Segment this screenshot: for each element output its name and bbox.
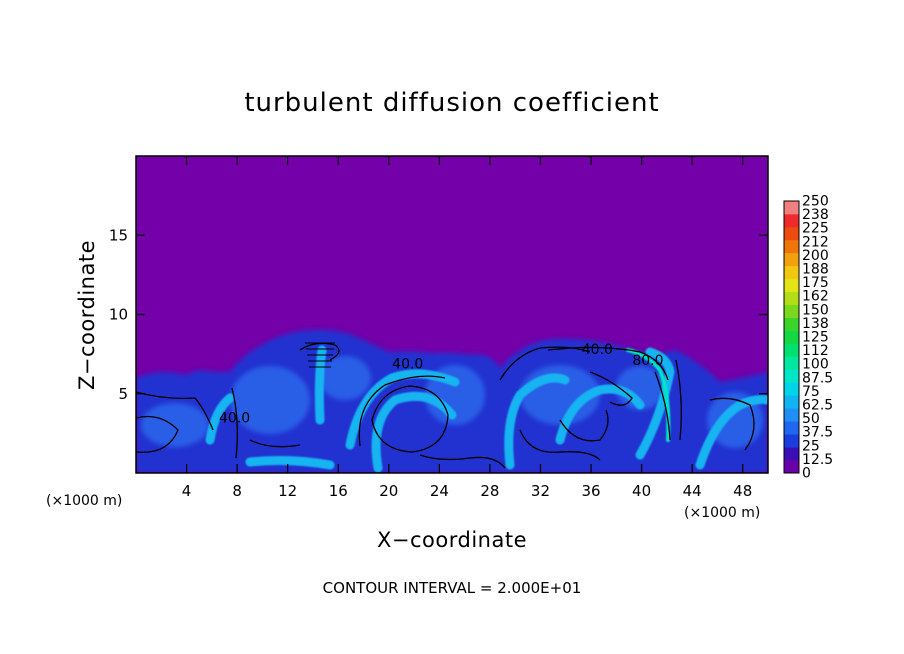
x-axis-unit-right: (×1000 m) — [684, 505, 760, 521]
colorbar-tick-label: 175 — [802, 275, 829, 291]
colorbar-tick-label: 12.5 — [802, 452, 833, 468]
x-tick-label: 28 — [480, 482, 499, 500]
contour-label: 80.0 — [632, 353, 663, 369]
colorbar-swatch — [784, 278, 799, 293]
x-tick-label: 48 — [733, 482, 752, 500]
x-axis-label: X−coordinate — [377, 528, 527, 552]
x-tick-label: 32 — [531, 482, 550, 500]
colorbar-frame — [783, 200, 800, 474]
colorbar-swatch — [784, 201, 799, 215]
colorbar-swatch — [784, 395, 799, 409]
colorbar-tick-label: 188 — [802, 262, 829, 278]
x-axis: 4 8 12 16 20 24 28 32 36 40 44 48 — [182, 156, 752, 500]
colorbar-swatch — [784, 434, 799, 448]
colorbar-tick-label: 200 — [802, 248, 829, 264]
chart-title: turbulent diffusion coefficient — [244, 88, 659, 118]
colorbar-swatch — [784, 265, 799, 280]
x-axis-unit-left: (×1000 m) — [46, 493, 122, 509]
colorbar-tick-label: 138 — [802, 316, 829, 332]
x-tick-label: 8 — [232, 482, 242, 500]
y-axis: 5 10 15 — [109, 226, 768, 403]
colorbar-tick-label: 0 — [802, 466, 811, 482]
contour-label-layer: 40.0 40.0 80.0 40.0 — [219, 342, 663, 426]
colorbar-tick-label: 150 — [802, 302, 829, 318]
colorbar-tick-label: 62.5 — [802, 398, 833, 414]
colorbar-tick-label: 87.5 — [802, 370, 833, 386]
colorbar-tick-label: 37.5 — [802, 425, 833, 441]
contour-label: 40.0 — [582, 342, 613, 358]
contour-interval-note: CONTOUR INTERVAL = 2.000E+01 — [323, 579, 582, 597]
y-axis-label: Z−coordinate — [75, 240, 99, 390]
y-tick-label: 10 — [109, 306, 128, 324]
colorbar-tick-label: 125 — [802, 330, 829, 346]
x-tick-label: 16 — [329, 482, 348, 500]
x-tick-label: 20 — [379, 482, 398, 500]
colorbar-tick-label: 75 — [802, 384, 820, 400]
colorbar-swatch — [784, 447, 799, 461]
field-layer — [136, 329, 768, 473]
colorbar-tick-label: 238 — [802, 207, 829, 223]
y-tick-label: 15 — [109, 226, 128, 244]
colorbar-swatch — [784, 213, 799, 228]
colorbar-swatch — [784, 291, 799, 306]
colorbar-swatch — [784, 408, 799, 422]
colorbar-swatch — [784, 382, 799, 396]
colorbar: 012.52537.55062.57587.510011212513815016… — [783, 194, 833, 482]
colorbar-swatch — [784, 304, 799, 318]
contour-lines — [136, 342, 755, 469]
colorbar-tick-label: 50 — [802, 411, 820, 427]
colorbar-tick-label: 100 — [802, 357, 829, 373]
plot-area: 40.0 40.0 80.0 40.0 — [135, 155, 769, 474]
colorbar-swatch — [784, 252, 799, 267]
colorbar-tick-label: 25 — [802, 438, 820, 454]
colorbar-swatch — [784, 317, 799, 331]
colorbar-tick-label: 162 — [802, 289, 829, 305]
colorbar-swatch — [784, 343, 799, 357]
contour-label: 40.0 — [219, 410, 250, 426]
x-tick-label: 44 — [683, 482, 702, 500]
x-tick-label: 12 — [278, 482, 297, 500]
colorbar-tick-label: 112 — [802, 343, 829, 359]
colorbar-swatch — [784, 226, 799, 241]
x-tick-label: 4 — [182, 482, 192, 500]
contour-label: 40.0 — [392, 356, 423, 372]
colorbar-swatch — [784, 369, 799, 383]
plume-contours — [305, 342, 335, 368]
colorbar-swatch — [784, 356, 799, 370]
colorbar-tick-label: 212 — [802, 234, 829, 250]
colorbar-swatch — [784, 421, 799, 435]
peak-diffusion-band — [626, 348, 671, 442]
colorbar-tick-label: 250 — [802, 194, 829, 210]
x-tick-label: 24 — [430, 482, 449, 500]
colorbar-swatch — [784, 460, 799, 474]
colorbar-swatch — [784, 239, 799, 254]
y-tick-label: 5 — [118, 385, 128, 403]
x-tick-label: 36 — [581, 482, 600, 500]
x-tick-label: 40 — [632, 482, 651, 500]
colorbar-tick-label: 225 — [802, 221, 829, 237]
colorbar-swatch — [784, 330, 799, 344]
